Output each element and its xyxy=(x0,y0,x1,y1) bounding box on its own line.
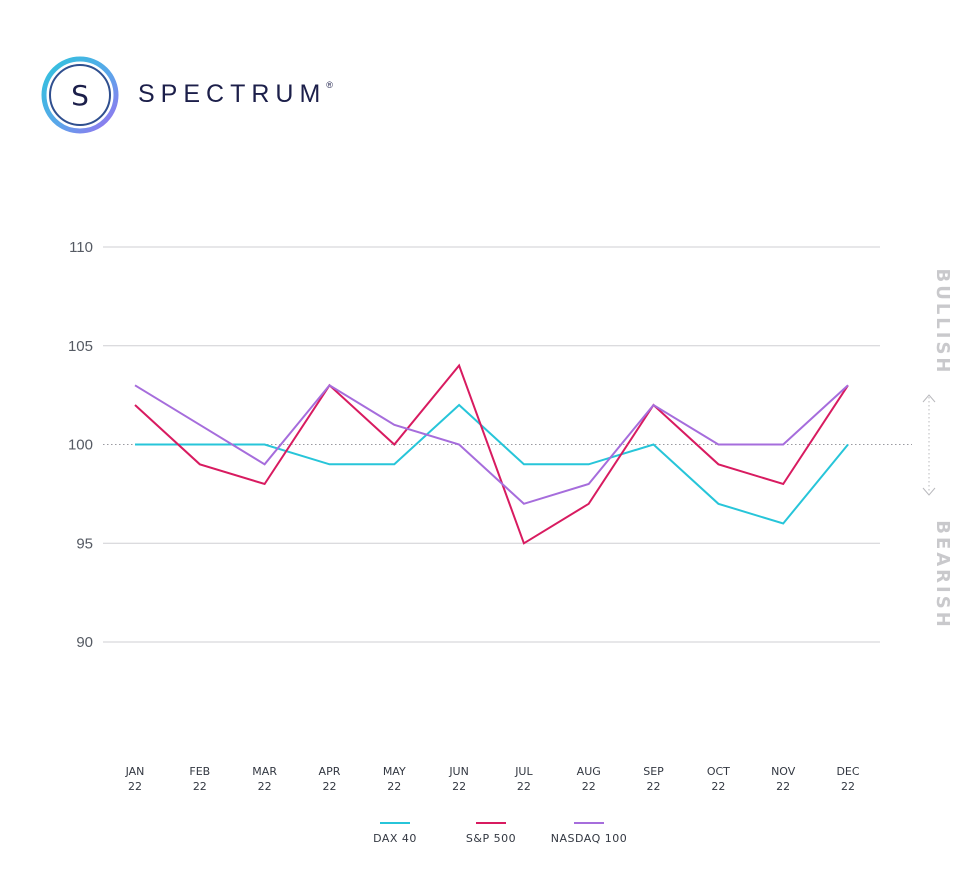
x-tick-label-year-apr: 22 xyxy=(322,780,336,793)
series-line-nasdaq-100 xyxy=(134,383,849,505)
registered-mark: ® xyxy=(326,80,333,90)
x-tick-label-dec: DEC xyxy=(836,765,859,778)
sentiment-arrow-up-icon xyxy=(922,394,936,403)
line-chart: 110 105 100 95 90 JAN 22 FEB 22 MAR 22 APR 22 MAY 22 JU… xyxy=(68,239,953,793)
x-tick-label-year-jun: 22 xyxy=(452,780,466,793)
x-tick-label-jan: JAN xyxy=(125,765,145,778)
x-tick-label-sep: SEP xyxy=(643,765,664,778)
spectrum-logo-mark-icon: S xyxy=(41,56,119,134)
x-tick-label-year-nov: 22 xyxy=(776,780,790,793)
legend-label-dax-40: DAX 40 xyxy=(373,832,417,845)
brand-name: SPECTRUM® xyxy=(138,80,333,109)
x-tick-label-feb: FEB xyxy=(189,765,210,778)
x-tick-label-may: MAY xyxy=(383,765,406,778)
legend-item-sp-500: S&P 500 xyxy=(431,822,551,845)
y-tick-label-100: 100 xyxy=(68,437,93,454)
spectrum-logo: S SPECTRUM® xyxy=(40,56,340,136)
x-tick-label-year-feb: 22 xyxy=(193,780,207,793)
x-tick-label-nov: NOV xyxy=(771,765,796,778)
legend-swatch-nasdaq-100 xyxy=(574,822,604,824)
y-tick-label-95: 95 xyxy=(76,535,93,552)
sentiment-arrow-down-icon xyxy=(922,487,936,496)
series-line-s-p-500 xyxy=(134,363,849,545)
x-tick-label-jun: JUN xyxy=(448,765,469,778)
logo-mark-letter: S xyxy=(71,79,89,112)
series-line-dax-40 xyxy=(135,403,849,525)
x-tick-label-year-sep: 22 xyxy=(647,780,661,793)
legend-item-nasdaq-100: NASDAQ 100 xyxy=(529,822,649,845)
side-label-bearish: BEARISH xyxy=(932,520,953,630)
x-tick-label-apr: APR xyxy=(319,765,341,778)
x-tick-label-year-oct: 22 xyxy=(711,780,725,793)
y-tick-label-105: 105 xyxy=(68,338,93,355)
y-tick-label-90: 90 xyxy=(76,634,93,651)
x-tick-label-year-jul: 22 xyxy=(517,780,531,793)
legend-swatch-dax-40 xyxy=(380,822,410,824)
side-label-bullish: BULLISH xyxy=(932,268,953,375)
chart-legend: DAX 40 S&P 500 NASDAQ 100 xyxy=(0,822,973,852)
x-tick-label-year-may: 22 xyxy=(387,780,401,793)
y-tick-label-110: 110 xyxy=(69,239,93,256)
brand-name-text: SPECTRUM xyxy=(138,80,327,108)
legend-label-sp-500: S&P 500 xyxy=(465,832,517,845)
legend-swatch-sp-500 xyxy=(476,822,506,824)
legend-item-dax-40: DAX 40 xyxy=(335,822,455,845)
x-tick-label-oct: OCT xyxy=(707,765,730,778)
x-tick-label-year-aug: 22 xyxy=(582,780,596,793)
x-tick-label-year-mar: 22 xyxy=(258,780,272,793)
x-tick-label-mar: MAR xyxy=(252,765,277,778)
legend-label-nasdaq-100: NASDAQ 100 xyxy=(550,832,628,845)
x-tick-label-year-dec: 22 xyxy=(841,780,855,793)
x-tick-label-jul: JUL xyxy=(514,765,533,778)
x-tick-label-year-jan: 22 xyxy=(128,780,142,793)
x-tick-label-aug: AUG xyxy=(577,765,601,778)
